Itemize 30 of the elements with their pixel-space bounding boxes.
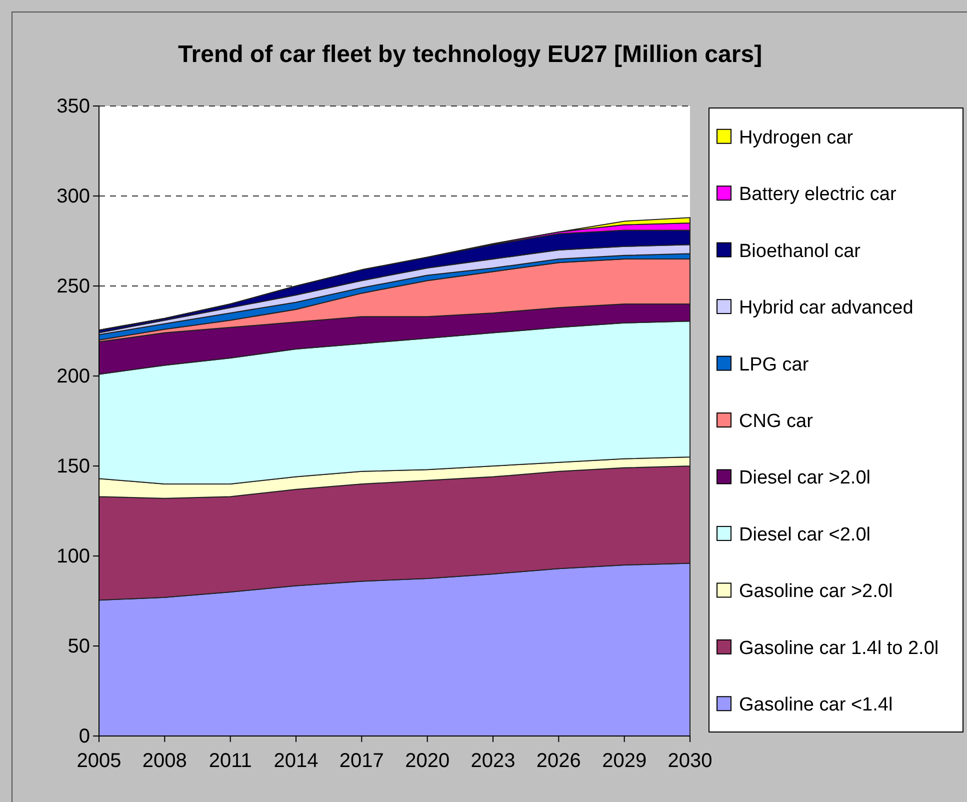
x-tick-label: 2005 [76, 750, 122, 772]
legend-label: Hybrid car advanced [739, 298, 914, 319]
chart-title: Trend of car fleet by technology EU27 [Million cars] [178, 41, 762, 68]
x-tick-label: 2014 [274, 750, 318, 772]
legend-label: Battery electric car [739, 184, 897, 206]
y-tick-label: 150 [56, 455, 90, 478]
legend-label: Hydrogen car [739, 127, 854, 148]
legend-label: LPG car [739, 354, 810, 376]
x-tick-label: 2008 [142, 750, 187, 772]
legend-label: Gasoline car >2.0l [739, 581, 893, 602]
y-tick-label: 100 [56, 545, 90, 568]
legend-label: Diesel car <2.0l [739, 524, 870, 546]
y-tick-label: 300 [56, 185, 90, 208]
legend-label: Diesel car >2.0l [739, 468, 870, 489]
x-tick-label: 2020 [405, 750, 450, 772]
legend-label: Gasoline car 1.4l to 2.0l [739, 638, 939, 659]
x-tick-label: 2030 [668, 750, 712, 772]
x-tick-label: 2026 [536, 750, 581, 772]
x-tick-label: 2023 [470, 750, 516, 772]
legend-label: Bioethanol car [739, 240, 862, 262]
x-tick-label: 2017 [339, 750, 384, 772]
y-tick-label: 50 [68, 635, 90, 658]
y-tick-label: 250 [56, 275, 90, 298]
legend-label: Gasoline car <1.4l [739, 694, 893, 716]
x-tick-label: 2029 [602, 750, 647, 772]
y-tick-label: 200 [56, 365, 90, 388]
y-tick-label: 0 [78, 725, 90, 748]
x-tick-label: 2011 [208, 750, 252, 772]
y-tick-label: 350 [56, 95, 90, 118]
legend-label: CNG car [739, 411, 814, 432]
